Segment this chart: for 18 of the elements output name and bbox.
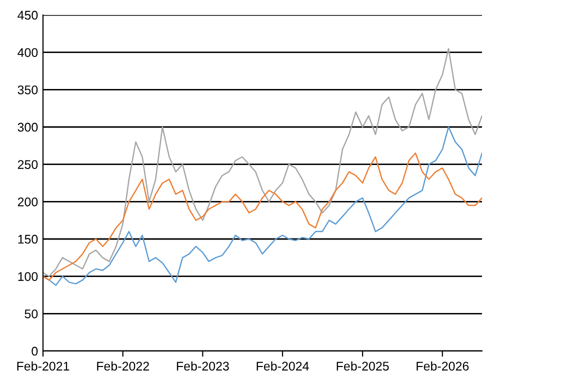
y-tick-label: 450 <box>18 10 38 20</box>
y-tick-label: 100 <box>18 272 38 281</box>
x-tick-label: Feb-2025 <box>336 361 389 371</box>
x-tick-label: Feb-2023 <box>176 361 229 371</box>
y-tick-label: 400 <box>18 48 38 57</box>
x-tick-label: Feb-2024 <box>256 361 309 371</box>
x-tick-label: Feb-2021 <box>17 361 70 371</box>
y-tick-label: 50 <box>24 309 38 318</box>
y-tick-label: 0 <box>32 346 38 356</box>
y-tick-label: 250 <box>18 160 38 169</box>
x-tick-label: Feb-2026 <box>416 361 469 371</box>
line-series <box>43 152 482 281</box>
y-tick-label: 150 <box>18 234 38 244</box>
x-tick-label: Feb-2022 <box>97 361 149 371</box>
y-tick-label: 300 <box>18 122 38 132</box>
line-series <box>43 48 482 277</box>
y-tick-label: 350 <box>18 85 38 94</box>
y-tick-label: 200 <box>18 197 38 206</box>
